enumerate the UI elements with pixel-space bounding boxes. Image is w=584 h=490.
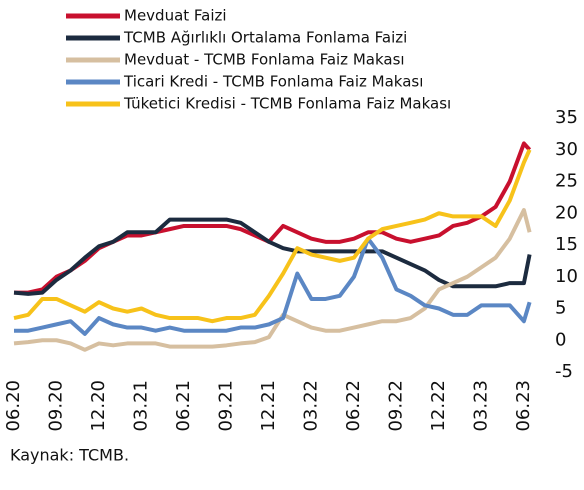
x-tick-label: 12.22: [428, 380, 449, 432]
x-tick-label: 03.23: [470, 380, 491, 432]
legend-label: Ticari Kredi - TCMB Fonlama Faiz Makası: [123, 73, 423, 91]
y-tick-label: -5: [555, 361, 573, 382]
x-tick-label: 03.22: [300, 380, 321, 432]
y-tick-label: 5: [555, 298, 566, 319]
y-tick-label: 30: [555, 139, 578, 160]
x-tick-label: 09.22: [385, 380, 406, 432]
legend-label: Tüketici Kredisi - TCMB Fonlama Faiz Mak…: [123, 95, 451, 113]
x-tick-label: 03.21: [130, 380, 151, 432]
source: Kaynak: TCMB.: [10, 446, 129, 465]
y-tick-label: 15: [555, 234, 578, 255]
x-tick-label: 06.23: [513, 380, 534, 432]
y-tick-label: 0: [555, 329, 566, 350]
legend-label: Mevduat Faizi: [124, 7, 227, 25]
legend-label: Mevduat - TCMB Fonlama Faiz Makası: [124, 51, 405, 69]
series-line: [13, 208, 532, 352]
series-line: [14, 236, 532, 336]
legend-label: TCMB Ağırlıklı Ortalama Fonlama Faizi: [123, 29, 407, 47]
x-tick-label: 06.22: [343, 380, 364, 432]
x-tick-label: 09.20: [45, 380, 66, 432]
x-tick-label: 06.20: [3, 380, 24, 432]
x-tick-label: 12.20: [88, 380, 109, 432]
x-tick-label: 06.21: [173, 380, 194, 432]
y-tick-label: 25: [555, 171, 578, 192]
x-tick-label: 09.21: [215, 380, 236, 432]
y-tick-label: 20: [555, 202, 578, 223]
series-line: [13, 148, 532, 324]
y-tick-label: 35: [555, 107, 578, 128]
y-tick-label: 10: [555, 266, 578, 287]
x-tick-label: 12.21: [258, 380, 279, 432]
